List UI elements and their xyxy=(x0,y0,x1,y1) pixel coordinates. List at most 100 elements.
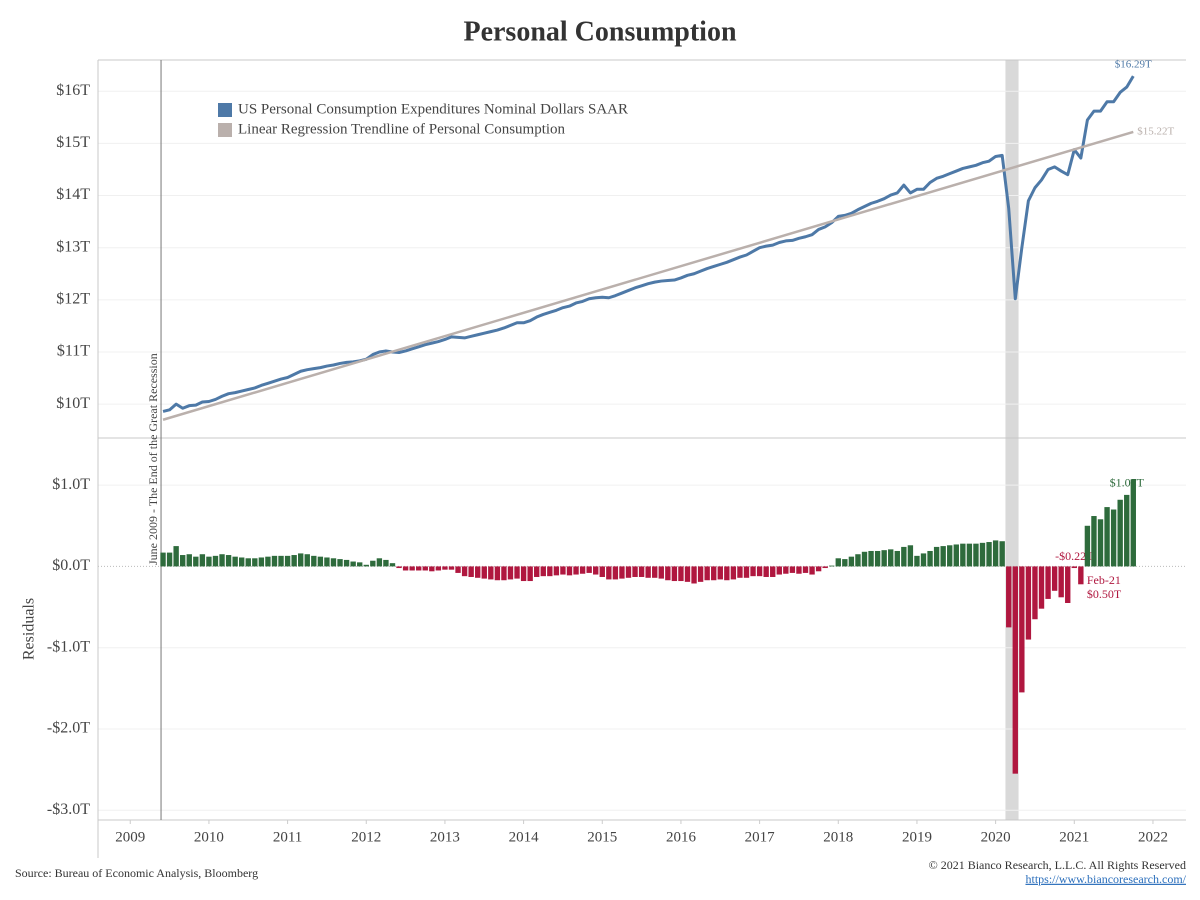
url-link[interactable]: https://www.biancoresearch.com/ xyxy=(1025,872,1186,886)
residual-bar xyxy=(199,554,206,567)
residual-bar xyxy=(802,566,809,573)
x-tick-label: 2016 xyxy=(666,829,697,845)
residual-bar xyxy=(298,553,304,567)
residual-bar xyxy=(225,555,232,567)
residual-bar xyxy=(920,553,927,567)
residual-bar xyxy=(947,545,953,567)
y2-tick-label: $1.0T xyxy=(52,476,90,493)
residual-bar xyxy=(442,566,448,570)
residual-bar xyxy=(933,546,940,567)
residual-bar xyxy=(652,566,658,578)
residual-bar xyxy=(245,558,251,567)
residual-bar xyxy=(284,555,291,567)
x-tick-label: 2022 xyxy=(1138,829,1168,845)
x-tick-label: 2021 xyxy=(1059,829,1089,845)
residual-bar xyxy=(999,541,1005,567)
residual-bar xyxy=(619,566,625,579)
residual-bar xyxy=(665,566,671,581)
residual-bar xyxy=(330,558,337,567)
y2-tick-label: -$1.0T xyxy=(47,638,90,655)
residual-bar xyxy=(960,543,966,567)
residual-bar xyxy=(763,566,769,577)
residual-bar xyxy=(363,564,369,567)
residual-bar xyxy=(488,566,494,580)
residual-bar xyxy=(357,562,363,567)
residual-bar xyxy=(416,566,422,571)
residual-bar xyxy=(927,550,933,567)
residual-bar xyxy=(448,566,455,570)
residual-bar xyxy=(370,560,376,567)
residual-bar xyxy=(632,566,638,577)
residual-bar xyxy=(796,566,802,574)
x-tick-label: 2014 xyxy=(509,829,540,845)
residual-bar xyxy=(304,554,310,567)
residual-bar xyxy=(573,566,579,575)
residual-bar xyxy=(822,566,828,569)
legend-label: Linear Regression Trendline of Personal … xyxy=(238,121,566,137)
residual-bar xyxy=(645,566,651,578)
residual-bar xyxy=(180,555,186,567)
bar-value-label: $0.50T xyxy=(1087,587,1122,601)
residual-bar xyxy=(193,556,199,567)
y-tick-label: $14T xyxy=(56,186,90,203)
residual-bar xyxy=(566,566,573,576)
end-value-label: $15.22T xyxy=(1137,125,1174,137)
residual-bar xyxy=(337,559,343,567)
bar-value-label: -$0.22T xyxy=(1055,549,1094,563)
residual-bar xyxy=(1051,566,1058,591)
residual-bar xyxy=(389,563,396,567)
residual-bar xyxy=(966,543,973,567)
residual-bar xyxy=(271,555,278,567)
residual-bar xyxy=(979,542,986,567)
residual-bar xyxy=(737,566,743,578)
annotation-label: Feb-21 xyxy=(1087,573,1121,587)
residual-bar xyxy=(658,566,664,579)
residual-bar xyxy=(750,566,756,577)
residual-bar xyxy=(219,554,225,567)
residual-bar xyxy=(1058,566,1064,598)
residual-bar xyxy=(776,566,782,575)
residual-bar xyxy=(881,550,887,567)
series-line xyxy=(162,75,1135,413)
residual-bar xyxy=(1032,566,1038,620)
residual-bar xyxy=(842,559,848,567)
residual-bar xyxy=(855,554,861,567)
residual-bar xyxy=(612,566,619,580)
residual-bar xyxy=(599,566,605,577)
residual-bar xyxy=(940,546,946,567)
residual-bar xyxy=(239,557,245,567)
x-tick-label: 2019 xyxy=(902,829,932,845)
residual-bar xyxy=(1071,566,1077,569)
y-tick-label: $10T xyxy=(56,395,90,412)
residual-bar xyxy=(173,546,179,567)
residual-bar xyxy=(907,545,914,567)
residual-bar xyxy=(232,556,238,567)
residual-bar xyxy=(1038,566,1045,609)
x-tick-label: 2013 xyxy=(430,829,460,845)
residual-bar xyxy=(1045,566,1051,599)
residual-bar xyxy=(1084,525,1091,567)
residual-bar xyxy=(835,558,841,567)
residual-bar xyxy=(638,566,645,577)
residual-bar xyxy=(461,566,468,577)
residual-bar xyxy=(861,551,868,567)
residual-bar xyxy=(1019,566,1025,693)
y-tick-label: $12T xyxy=(56,291,90,308)
residual-bar xyxy=(547,566,553,577)
residual-bar xyxy=(1104,507,1110,567)
x-tick-label: 2011 xyxy=(273,829,302,845)
end-value-label: $16.29T xyxy=(1115,59,1152,71)
residual-bar xyxy=(704,566,710,581)
residual-bar xyxy=(809,566,815,575)
residual-bar xyxy=(848,556,855,567)
residual-bar xyxy=(606,566,612,580)
residual-bar xyxy=(278,555,284,567)
residual-bar xyxy=(973,543,979,567)
residual-bar xyxy=(1117,499,1123,567)
residual-bar xyxy=(593,566,599,575)
residual-bar xyxy=(953,544,959,567)
residual-bar xyxy=(527,566,533,582)
residual-bar xyxy=(756,566,763,577)
residual-bar xyxy=(514,566,520,579)
